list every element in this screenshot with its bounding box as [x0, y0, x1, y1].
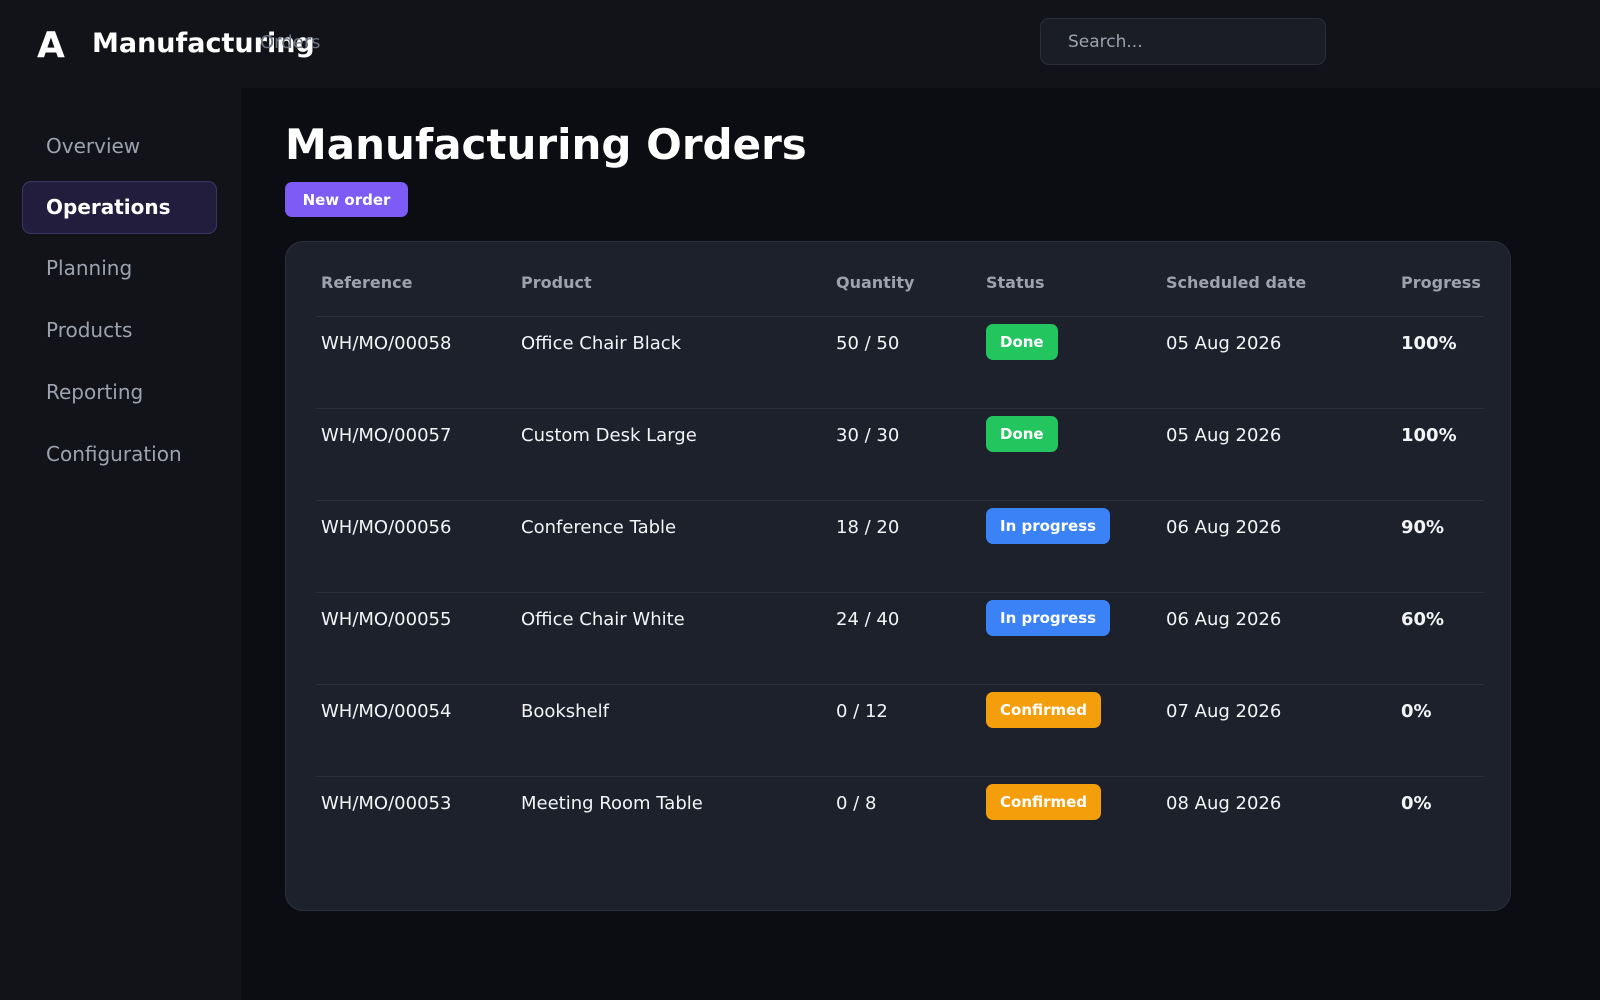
quantity-cell: 0 / 12	[836, 701, 888, 722]
scheduled-date-cell: 07 Aug 2026	[1166, 701, 1282, 722]
reference-cell[interactable]: WH/MO/00058	[321, 333, 452, 354]
product-cell: Office Chair Black	[521, 333, 682, 354]
table-row[interactable]: WH/MO/00054 Bookshelf 0 / 12 Confirmed 0…	[316, 684, 1484, 776]
progress-cell: 0%	[1401, 701, 1432, 722]
product-cell: Meeting Room Table	[521, 793, 703, 814]
new-order-button[interactable]: New order	[285, 182, 408, 217]
sidebar-item-reporting[interactable]: Reporting	[46, 380, 144, 404]
column-header-product[interactable]: Product	[521, 273, 592, 292]
table-row[interactable]: WH/MO/00056 Conference Table 18 / 20 In …	[316, 500, 1484, 592]
top-bar: A Manufacturing Orders	[0, 0, 1600, 88]
product-cell: Bookshelf	[521, 701, 609, 722]
table-row[interactable]: WH/MO/00055 Office Chair White 24 / 40 I…	[316, 592, 1484, 684]
scheduled-date-cell: 06 Aug 2026	[1166, 609, 1282, 630]
quantity-cell: 24 / 40	[836, 609, 900, 630]
orders-table: Reference Product Quantity Status Schedu…	[285, 241, 1511, 911]
quantity-cell: 50 / 50	[836, 333, 900, 354]
status-badge: In progress	[986, 600, 1111, 636]
search-input[interactable]	[1040, 18, 1326, 65]
scheduled-date-cell: 05 Aug 2026	[1166, 425, 1282, 446]
scheduled-date-cell: 05 Aug 2026	[1166, 333, 1282, 354]
column-header-quantity[interactable]: Quantity	[836, 273, 915, 292]
column-header-reference[interactable]: Reference	[321, 273, 413, 292]
progress-cell: 0%	[1401, 793, 1432, 814]
page-title: Manufacturing Orders	[285, 120, 807, 169]
quantity-cell: 0 / 8	[836, 793, 877, 814]
sidebar: Overview Operations Planning Products Re…	[0, 88, 241, 1000]
column-header-progress[interactable]: Progress	[1401, 273, 1481, 292]
breadcrumb[interactable]: Orders	[260, 32, 321, 53]
quantity-cell: 18 / 20	[836, 517, 900, 538]
status-badge: Confirmed	[986, 692, 1102, 728]
product-cell: Custom Desk Large	[521, 425, 697, 446]
reference-cell[interactable]: WH/MO/00055	[321, 609, 452, 630]
column-header-scheduled-date[interactable]: Scheduled date	[1166, 273, 1307, 292]
reference-cell[interactable]: WH/MO/00057	[321, 425, 452, 446]
status-badge: Done	[986, 324, 1058, 360]
progress-cell: 100%	[1401, 333, 1457, 354]
product-cell: Office Chair White	[521, 609, 685, 630]
scheduled-date-cell: 06 Aug 2026	[1166, 517, 1282, 538]
sidebar-item-configuration[interactable]: Configuration	[46, 442, 182, 466]
reference-cell[interactable]: WH/MO/00056	[321, 517, 452, 538]
status-badge: In progress	[986, 508, 1111, 544]
reference-cell[interactable]: WH/MO/00053	[321, 793, 452, 814]
sidebar-item-overview[interactable]: Overview	[46, 134, 141, 158]
sidebar-item-operations[interactable]: Operations	[22, 181, 217, 234]
table-row[interactable]: WH/MO/00058 Office Chair Black 50 / 50 D…	[316, 316, 1484, 408]
table-row[interactable]: WH/MO/00053 Meeting Room Table 0 / 8 Con…	[316, 776, 1484, 868]
status-badge: Done	[986, 416, 1058, 452]
app-title: Manufacturing	[92, 28, 315, 59]
scheduled-date-cell: 08 Aug 2026	[1166, 793, 1282, 814]
progress-cell: 90%	[1401, 517, 1445, 538]
sidebar-item-products[interactable]: Products	[46, 318, 133, 342]
column-header-status[interactable]: Status	[986, 273, 1045, 292]
app-logo[interactable]: A	[37, 25, 65, 66]
quantity-cell: 30 / 30	[836, 425, 900, 446]
progress-cell: 100%	[1401, 425, 1457, 446]
progress-cell: 60%	[1401, 609, 1445, 630]
status-badge: Confirmed	[986, 784, 1102, 820]
sidebar-item-planning[interactable]: Planning	[46, 256, 133, 280]
table-row[interactable]: WH/MO/00057 Custom Desk Large 30 / 30 Do…	[316, 408, 1484, 500]
reference-cell[interactable]: WH/MO/00054	[321, 701, 452, 722]
product-cell: Conference Table	[521, 517, 677, 538]
